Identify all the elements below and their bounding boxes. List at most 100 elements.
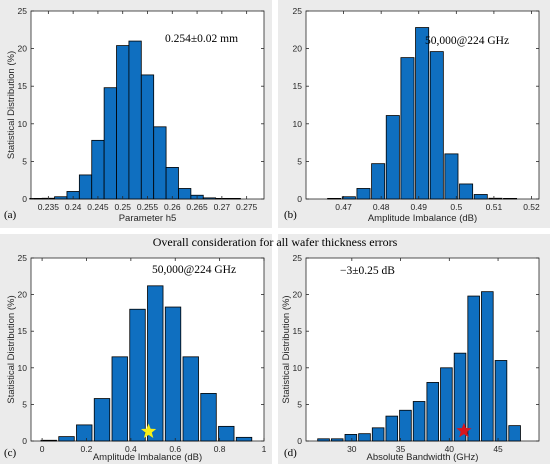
panel-b-bar: [341, 196, 356, 200]
panel-b-bar: [473, 194, 488, 200]
panel-c-y-tick-label: 0: [22, 436, 27, 446]
panel-d-bar: [467, 295, 480, 442]
panel-c-y-tick-label: 20: [18, 290, 28, 300]
panel-d-x-tick-label: 30: [347, 444, 357, 454]
panel-d-letter: (d): [284, 447, 297, 459]
panel-d-bar: [344, 434, 358, 442]
panel-c-bar: [76, 424, 93, 442]
panel-d-bar: [426, 382, 439, 442]
panel-c-y-axis-label: Statistical Distribution (%): [6, 295, 17, 403]
panel-b-y-tick-label: 0: [297, 194, 302, 204]
panel-c-y-tick-label: 15: [18, 326, 28, 336]
panel-c-x-axis-label: Amplitude Imbalance (dB): [93, 452, 202, 463]
panel-a-y-tick-label: 5: [22, 156, 27, 166]
panel-c-annotation: 50,000@224 GHz: [152, 264, 236, 276]
panel-a-bar: [178, 188, 192, 200]
panel-b-bar: [327, 197, 342, 200]
panel-d-bar: [508, 425, 521, 442]
panel-d-y-tick-label: 10: [293, 363, 303, 373]
panel-d-y-tick-label: 15: [293, 326, 303, 336]
panel-a-bar: [128, 40, 142, 200]
panel-c-bar: [182, 356, 199, 442]
figure-caption: Overall consideration for all wafer thic…: [153, 235, 398, 249]
panel-a-x-tick-label: 0.26: [164, 202, 181, 212]
panel-c-y-tick-label: 25: [18, 253, 28, 263]
panel-c-bar: [200, 393, 217, 442]
panel-c-x-tick-label: 0.4: [125, 444, 137, 454]
panel-a-x-tick-label: 0.24: [65, 202, 82, 212]
panel-c-bar: [218, 425, 235, 442]
panel-b-x-axis-label: Amplitude Imbalance (dB): [368, 213, 477, 224]
panel-a-y-tick-label: 0: [22, 194, 27, 204]
panel-a-bar: [103, 87, 117, 200]
panel-d-x-tick-label: 40: [445, 444, 455, 454]
panel-b-x-tick-label: 0.5: [450, 202, 462, 212]
panel-b-annotation: 50,000@224 GHz: [425, 35, 509, 47]
panel-d-bar: [399, 409, 412, 442]
panel-d-bar: [412, 401, 426, 442]
panel-b-bar: [400, 57, 415, 200]
panel-c-x-tick-label: 0.8: [214, 444, 226, 454]
panel-b-bar: [429, 51, 444, 200]
panel-b-bar: [488, 197, 503, 200]
panel-c-bar: [93, 398, 111, 442]
panel-a-x-tick-label: 0.235: [38, 202, 60, 212]
panel-d-star-marker: [456, 422, 472, 438]
panel-a-x-tick-label: 0.245: [87, 202, 109, 212]
panel-a-x-tick-label: 0.265: [186, 202, 208, 212]
panel-b-bar: [503, 197, 518, 200]
panel-d-y-tick-label: 25: [293, 253, 303, 263]
panel-c-y-tick-label: 10: [18, 363, 28, 373]
panel-a-bar: [116, 45, 130, 200]
panel-b-bar: [459, 183, 474, 200]
panel-a-y-tick-label: 10: [18, 119, 28, 129]
panel-d-bar: [440, 367, 453, 442]
panel-b-y-tick-label: 15: [293, 81, 303, 91]
panel-c-bar: [235, 436, 253, 442]
panel-d-bar: [317, 438, 330, 442]
panel-c-bar: [40, 439, 57, 442]
panel-d-y-tick-label: 5: [297, 399, 302, 409]
panel-a-x-tick-label: 0.27: [214, 202, 231, 212]
panel-d-annotation: −3±0.25 dB: [340, 265, 395, 277]
panel-c-x-tick-label: 0.6: [169, 444, 181, 454]
panel-a-bar: [165, 167, 179, 200]
panel-b-y-tick-label: 20: [293, 44, 303, 54]
panel-c-x-tick-label: 0: [40, 444, 45, 454]
panel-d-bar: [371, 427, 385, 442]
panel-a-bar: [227, 197, 241, 200]
panel-c-bar: [147, 285, 164, 442]
panel-b-chart: 0.47 0.48 0.49 0.5 0.51 0.52 0 5 10 15 20 25 Amplitu…: [284, 6, 540, 224]
panel-d-x-tick-label: 45: [493, 444, 503, 454]
panel-d-bar: [330, 438, 344, 442]
panel-c-bar: [58, 436, 75, 442]
panel-a-y-axis-label: Statistical Distribution (%): [6, 51, 17, 159]
panel-a-y-tick-label: 15: [18, 81, 28, 91]
panel-b-y-tick-label: 25: [293, 6, 303, 16]
panel-a-y-tick-label: 25: [18, 6, 28, 16]
panel-b-x-tick-label: 0.49: [410, 202, 427, 212]
panel-a-bar: [54, 196, 68, 200]
panel-a-x-tick-label: 0.275: [236, 202, 258, 212]
panel-c-y-tick-label: 5: [22, 399, 27, 409]
panel-c-x-tick-label: 0.2: [81, 444, 93, 454]
panel-d-y-tick-label: 20: [293, 290, 303, 300]
panel-a-x-tick-label: 0.255: [137, 202, 159, 212]
panel-d-chart: 30 35 40 45 0 5 10 15 20 25 Absolute Bandwidth (GH…: [281, 253, 540, 463]
panel-c-letter: (c): [4, 447, 17, 459]
panel-b-bar: [444, 153, 459, 200]
panel-a-letter: (a): [4, 209, 17, 221]
panel-b-bar: [356, 188, 371, 200]
panel-a-bar: [140, 74, 155, 200]
panel-a-x-axis-label: Parameter h5: [119, 213, 177, 224]
panel-d-x-tick-label: 35: [396, 444, 406, 454]
panel-b-y-tick-label: 10: [293, 119, 303, 129]
panel-c-star-marker: [141, 423, 157, 438]
panel-a-chart: 0.235 0.24 0.245 0.25 0.255 0.26 0.265 0.27 0.27…: [4, 6, 265, 224]
panel-a-bar: [78, 174, 93, 200]
panel-a-bar: [153, 126, 167, 200]
panel-a-bar: [91, 139, 105, 200]
panel-d-bar: [358, 433, 371, 442]
panel-a-bar: [202, 197, 217, 200]
